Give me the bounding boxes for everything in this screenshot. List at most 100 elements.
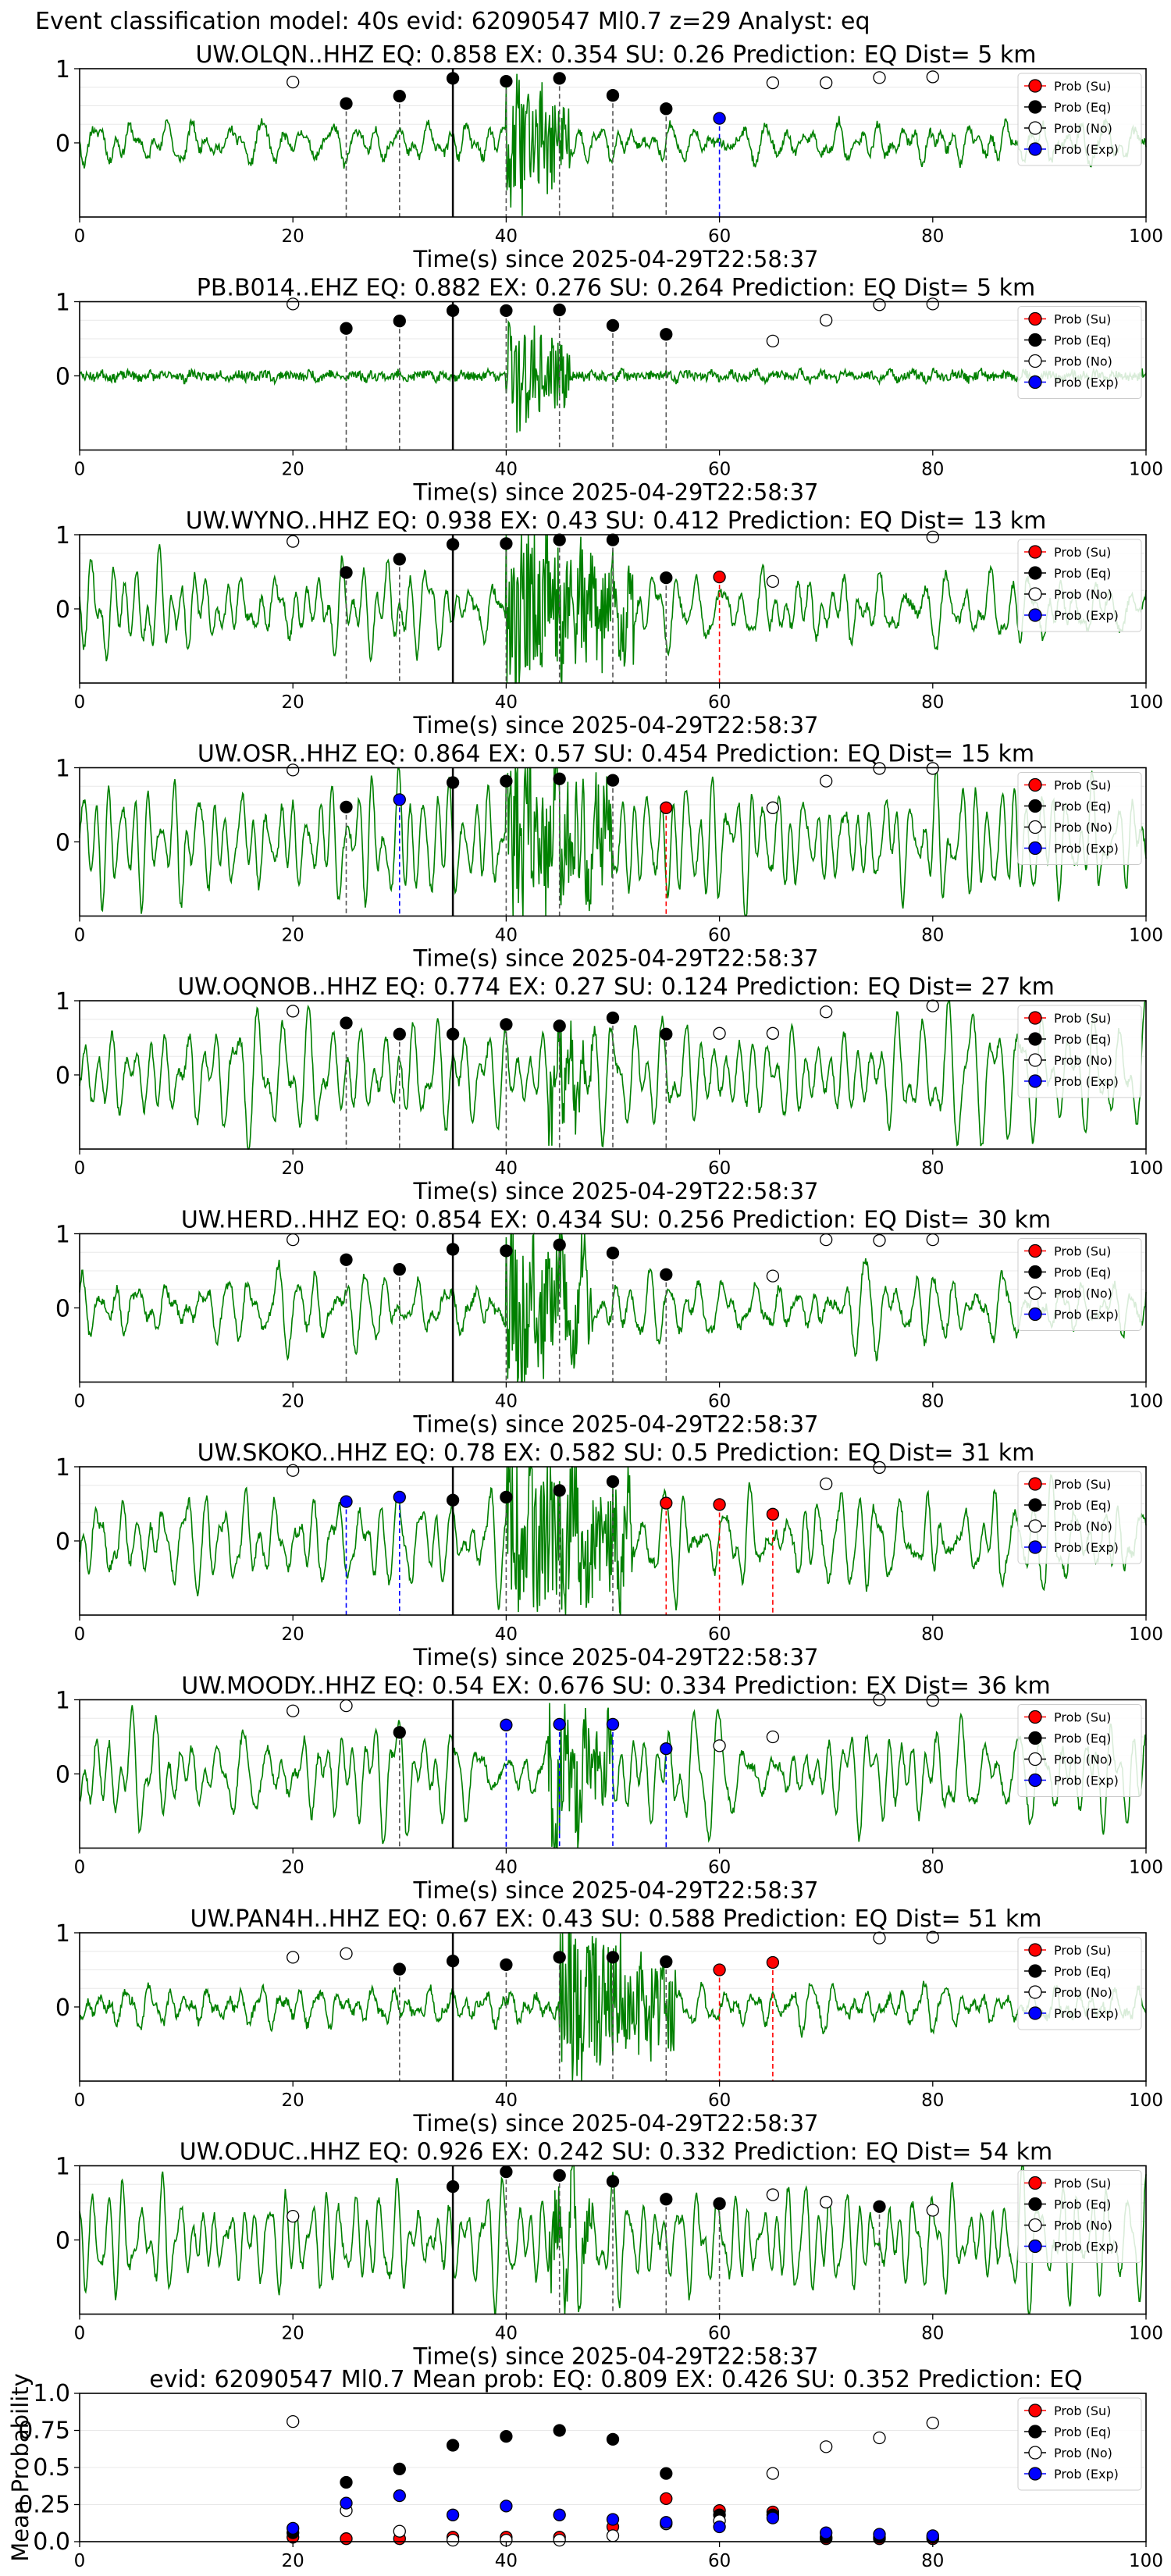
x-tick-label: 60 <box>708 1392 731 1412</box>
mean-marker-exp <box>500 2500 513 2513</box>
legend-label-exp: Prob (Exp) <box>1054 841 1119 856</box>
legend-marker-eq <box>1028 1731 1042 1745</box>
mean-marker-no <box>606 2529 620 2542</box>
legend-label-su: Prob (Su) <box>1054 778 1111 793</box>
x-tick-label: 20 <box>282 1392 304 1412</box>
legend-marker-eq <box>1028 1964 1042 1978</box>
mean-marker-eq <box>500 2429 513 2443</box>
prob-marker-eq <box>606 533 620 546</box>
legend-label-no: Prob (No) <box>1054 1053 1112 1068</box>
waveform-panel-UW.OSR..HHZ: UW.OSR..HHZ EQ: 0.864 EX: 0.57 SU: 0.454… <box>55 741 1163 972</box>
prob-marker-eq <box>500 2165 513 2179</box>
panel-title: UW.OQNOB..HHZ EQ: 0.774 EX: 0.27 SU: 0.1… <box>177 973 1055 1001</box>
legend-label-no: Prob (No) <box>1054 354 1112 369</box>
legend-marker-exp <box>1028 841 1042 856</box>
legend-label-no: Prob (No) <box>1054 820 1112 835</box>
prob-marker-no <box>287 1233 300 1247</box>
waveform-panel-UW.PAN4H..HHZ: UW.PAN4H..HHZ EQ: 0.67 EX: 0.43 SU: 0.58… <box>55 1905 1163 2137</box>
prob-marker-su <box>713 571 726 584</box>
x-tick-label: 80 <box>921 926 944 946</box>
legend-marker-exp <box>1028 375 1042 390</box>
legend-marker-no <box>1028 1286 1042 1300</box>
legend-label-no: Prob (No) <box>1054 1286 1112 1301</box>
x-tick-label: 20 <box>282 1624 304 1645</box>
x-axis-label: Time(s) since 2025-04-29T22:58:37 <box>413 246 819 272</box>
mean-marker-exp <box>287 2521 300 2535</box>
prob-marker-eq <box>713 2197 726 2211</box>
legend-marker-su <box>1028 1477 1042 1491</box>
prob-marker-exp <box>393 1490 406 1504</box>
prob-marker-eq <box>500 774 513 788</box>
legend-marker-no <box>1028 1752 1042 1767</box>
prob-marker-eq <box>660 2193 673 2206</box>
x-tick-label: 60 <box>708 1158 731 1179</box>
prob-marker-eq <box>553 772 566 785</box>
x-tick-label: 80 <box>921 692 944 713</box>
prob-marker-no <box>287 75 300 89</box>
prob-marker-exp <box>393 793 406 806</box>
legend-marker-su <box>1028 2403 1042 2418</box>
prob-marker-no <box>820 1005 833 1019</box>
prob-marker-eq <box>553 1019 566 1033</box>
prob-marker-no <box>766 1730 780 1744</box>
mean-marker-no <box>873 2431 886 2445</box>
prob-marker-no <box>820 2195 833 2209</box>
x-tick-label: 0 <box>74 1158 86 1179</box>
prob-marker-su <box>766 1955 780 1969</box>
prob-marker-eq <box>660 328 673 341</box>
x-tick-label: 100 <box>1129 1392 1163 1412</box>
x-tick-label: 80 <box>921 1624 944 1645</box>
prob-marker-no <box>287 1464 300 1477</box>
x-tick-label: 40 <box>495 1624 518 1645</box>
mean-marker-eq <box>606 2432 620 2446</box>
prob-marker-eq <box>500 537 513 550</box>
prob-marker-eq <box>340 322 353 335</box>
panel-title: UW.HERD..HHZ EQ: 0.854 EX: 0.434 SU: 0.2… <box>181 1207 1051 1234</box>
prob-marker-eq <box>500 304 513 318</box>
prob-marker-no <box>766 76 780 90</box>
legend-label-exp: Prob (Exp) <box>1054 2006 1119 2021</box>
x-tick-label: 60 <box>708 1624 731 1645</box>
prob-marker-no <box>766 575 780 588</box>
prob-marker-su <box>766 1507 780 1521</box>
prob-marker-no <box>820 774 833 788</box>
prob-marker-eq <box>340 1253 353 1266</box>
prob-marker-no <box>873 1931 886 1944</box>
legend-box <box>1017 1704 1142 1797</box>
legend-box <box>1017 539 1142 632</box>
x-axis-label: Time(s) since 2025-04-29T22:58:37 <box>413 479 819 506</box>
legend-marker-exp <box>1028 1773 1042 1788</box>
y-tick-label: 0 <box>55 1528 70 1556</box>
prob-marker-no <box>926 1233 939 1247</box>
y-tick-label: 1 <box>55 56 70 84</box>
prob-marker-exp <box>660 1742 673 1756</box>
legend-label-eq: Prob (Eq) <box>1054 333 1111 348</box>
x-tick-label: 20 <box>282 1158 304 1179</box>
legend: Prob (Su) Prob (Eq) Prob (No) Prob (Exp) <box>1017 73 1142 166</box>
prob-marker-eq <box>606 1475 620 1489</box>
prob-marker-no <box>766 2188 780 2201</box>
x-tick-label: 60 <box>708 460 731 480</box>
mean-marker-no <box>820 2440 833 2453</box>
legend-label-eq: Prob (Eq) <box>1054 566 1111 581</box>
waveform-trace <box>79 1000 1146 1150</box>
prob-marker-eq <box>553 1484 566 1497</box>
prob-marker-no <box>926 530 939 543</box>
legend-box <box>1017 306 1142 399</box>
legend-box <box>1017 1005 1142 1098</box>
prob-marker-no <box>873 298 886 311</box>
y-tick-label: 1 <box>55 290 70 317</box>
legend-marker-eq <box>1028 333 1042 347</box>
prob-marker-no <box>926 1930 939 1944</box>
legend-label-exp: Prob (Exp) <box>1054 608 1119 623</box>
x-tick-label: 20 <box>282 460 304 480</box>
legend: Prob (Su) Prob (Eq) Prob (No) Prob (Exp) <box>1017 772 1142 865</box>
y-tick-label: 0 <box>55 830 70 857</box>
x-tick-label: 100 <box>1129 226 1163 247</box>
mean-marker-no <box>287 2414 300 2428</box>
x-tick-label: 100 <box>1129 2324 1163 2344</box>
prob-marker-eq <box>660 1027 673 1041</box>
waveform-panel-UW.OQNOB..HHZ: UW.OQNOB..HHZ EQ: 0.774 EX: 0.27 SU: 0.1… <box>55 973 1163 1204</box>
x-tick-label: 100 <box>1129 926 1163 946</box>
